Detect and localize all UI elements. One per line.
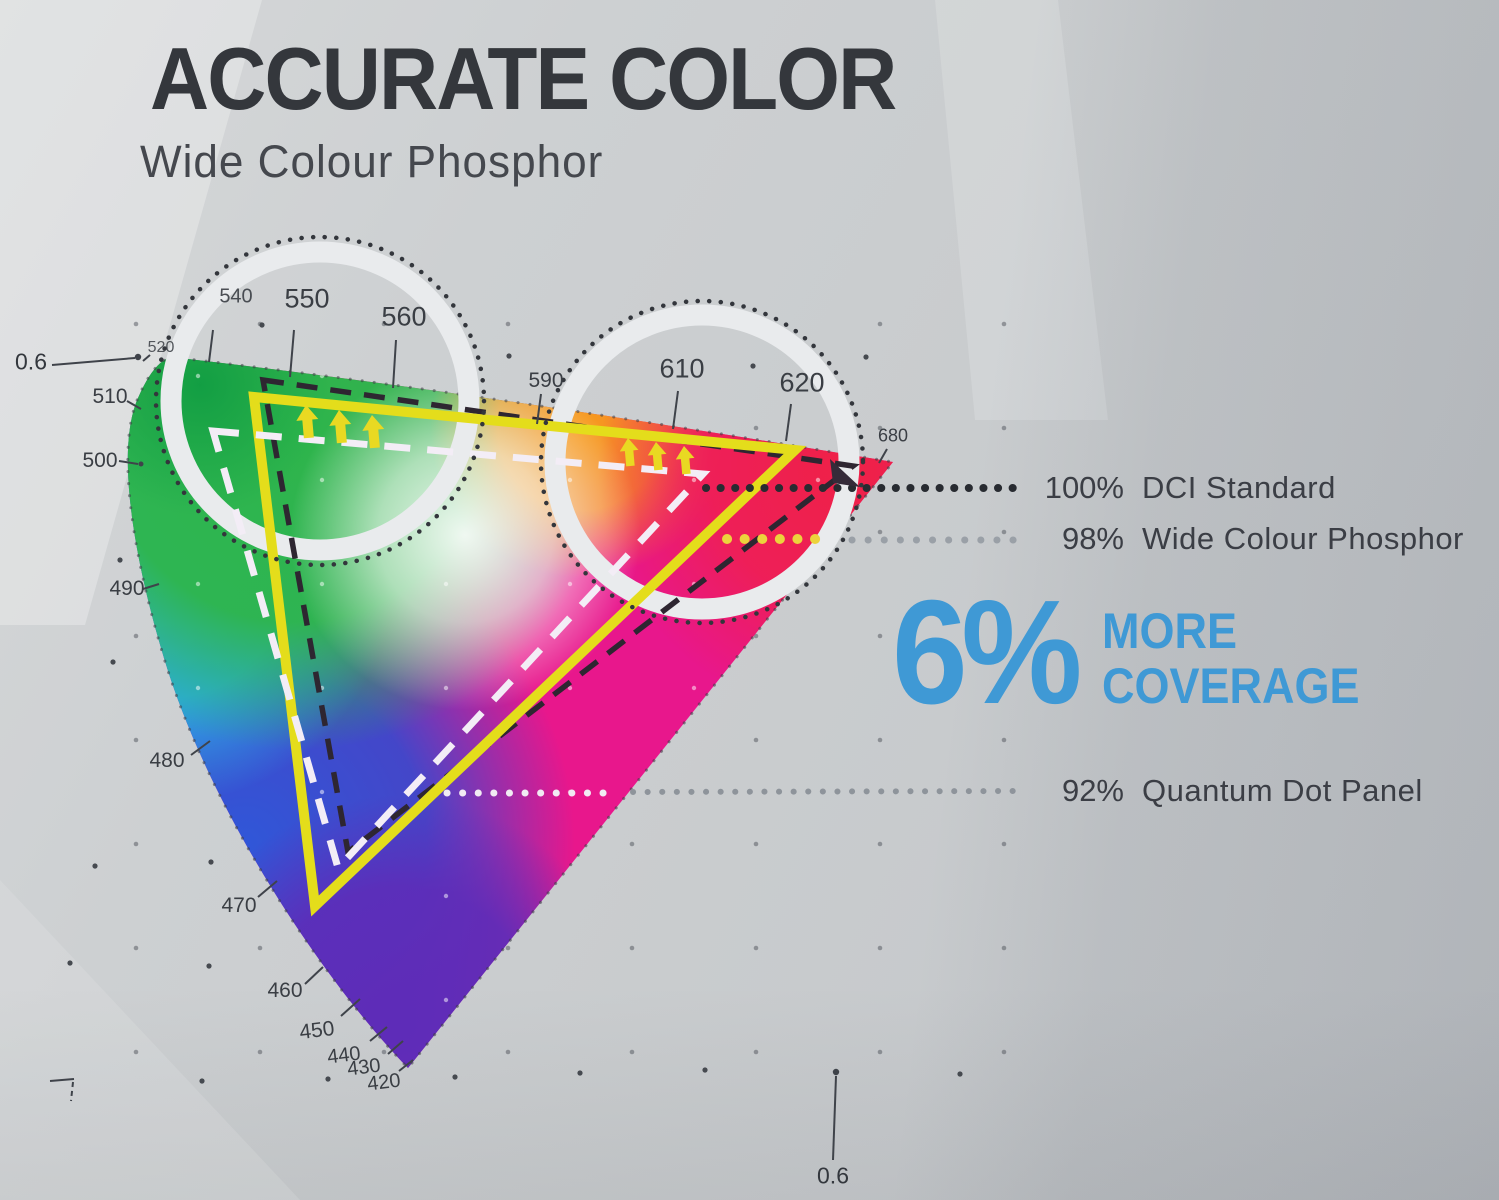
wavelength-label-460: 460	[267, 979, 303, 1002]
wavelength-label-590: 590	[528, 369, 564, 392]
axis-tick-bottom: 0.6	[817, 1162, 849, 1189]
magnifier-circle-red	[544, 304, 860, 620]
legend-row-wcp: 98% Wide Colour Phosphor	[1032, 521, 1464, 557]
coverage-label: MORE COVERAGE	[1102, 604, 1360, 714]
axis-tick-left: 0.6	[15, 348, 47, 375]
wavelength-label-560: 560	[381, 301, 427, 332]
spectral-locus-dotted-outline	[126, 355, 896, 1071]
wavelength-label-490: 490	[109, 577, 145, 600]
gamut-triangle-dci	[259, 376, 860, 857]
wavelength-label-500: 500	[82, 449, 118, 472]
legend-pct-qd: 92%	[1061, 773, 1124, 808]
legend-label-wcp: Wide Colour Phosphor	[1142, 521, 1464, 556]
wavelength-label-450: 450	[298, 1016, 336, 1045]
gamut-triangle-qd	[208, 427, 711, 875]
coverage-value: 6%	[892, 570, 1082, 735]
scatter-sample-dots	[67, 322, 963, 1084]
legend-row-dci: 100% DCI Standard	[1032, 470, 1336, 506]
leader-line-qd	[443, 788, 1019, 797]
wavelength-label-550: 550	[284, 283, 330, 314]
wavelength-label-620: 620	[779, 367, 825, 398]
coverage-callout: 6% MORE COVERAGE	[892, 570, 1388, 735]
legend-pct-dci: 100%	[1044, 470, 1124, 505]
page-subtitle: Wide Colour Phosphor	[140, 136, 604, 187]
magnifier-circle-green	[160, 241, 480, 561]
coverage-label-line1: MORE	[1101, 603, 1237, 659]
wavelength-label-510: 510	[92, 385, 128, 408]
page-title: ACCURATE COLOR	[150, 29, 897, 128]
legend-label-dci: DCI Standard	[1142, 470, 1336, 505]
coverage-label-line2: COVERAGE	[1101, 658, 1360, 714]
wavelength-label-540: 540	[219, 285, 253, 308]
magnifier-dotted-rings	[153, 234, 866, 626]
wavelength-label-680: 680	[877, 425, 909, 446]
axis-pointer-lines	[49, 353, 840, 1161]
leader-line-dci	[702, 459, 1026, 492]
wavelength-label-470: 470	[221, 894, 257, 917]
wavelength-label-480: 480	[149, 749, 185, 772]
wavelength-label-610: 610	[659, 353, 705, 384]
legend-label-qd: Quantum Dot Panel	[1142, 773, 1423, 808]
gamut-expansion-arrows	[296, 405, 695, 475]
gamut-triangle-wcp	[248, 391, 807, 917]
legend-pct-wcp: 98%	[1061, 521, 1124, 556]
leader-line-wcp	[722, 534, 1024, 544]
wavelength-label-420: 420	[366, 1069, 402, 1096]
legend-row-qd: 92% Quantum Dot Panel	[1032, 773, 1423, 809]
wavelength-ticks	[118, 329, 888, 1072]
wavelength-label-520: 520	[147, 339, 175, 356]
